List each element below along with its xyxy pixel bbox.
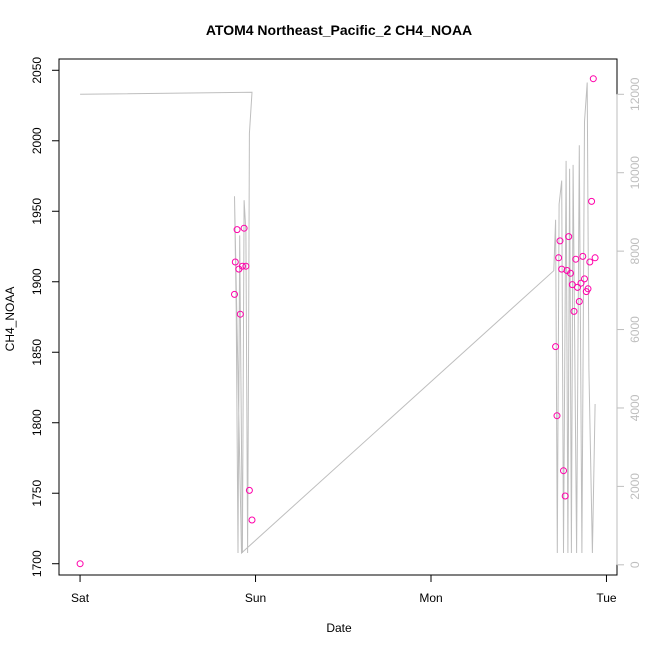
y2-tick-label: 8000 (628, 237, 642, 264)
y-tick-label: 1900 (30, 268, 44, 295)
data-point (555, 254, 563, 262)
data-point (584, 285, 592, 293)
data-point (567, 269, 574, 277)
y-tick-label: 2000 (30, 127, 44, 154)
y-tick-label: 1950 (30, 198, 44, 225)
data-point (572, 255, 580, 263)
data-point (568, 281, 576, 289)
x-tick-label: Sun (245, 591, 266, 605)
data-point (591, 254, 599, 262)
y-axis-label: CH4_NOAA (3, 287, 17, 352)
data-point (570, 307, 578, 315)
data-point (574, 283, 581, 291)
data-point (581, 275, 588, 283)
data-point (579, 252, 587, 260)
x-tick-label: Sat (71, 591, 90, 605)
points-layer (76, 75, 599, 568)
data-point (556, 237, 564, 245)
data-point (233, 226, 241, 234)
data-point (586, 258, 594, 266)
y-tick-label: 1700 (30, 550, 44, 577)
y-tick-label: 1750 (30, 480, 44, 507)
data-point (560, 467, 567, 475)
y2-tick-label: 2000 (628, 473, 642, 500)
data-point (231, 290, 238, 298)
data-point (242, 262, 250, 270)
data-point (561, 492, 569, 500)
data-point (588, 197, 596, 205)
data-point (248, 516, 256, 524)
data-point (552, 343, 560, 351)
data-point (76, 560, 84, 568)
y-tick-label: 2050 (30, 57, 44, 84)
right-axis-line-layer (80, 82, 596, 555)
y2-tick-label: 0 (628, 561, 642, 568)
axes-layer: Sat Sun Mon Tue 1700 1750 1800 1850 1900 1950 2000… (30, 57, 642, 605)
y2-tick-label: 6000 (628, 316, 642, 343)
right-axis-series-line (80, 82, 596, 555)
data-point (236, 310, 244, 318)
data-point (577, 279, 585, 287)
plot-frame (58, 58, 618, 576)
data-point (240, 224, 248, 232)
data-point (231, 258, 239, 266)
data-point (589, 75, 597, 83)
x-tick-label: Tue (596, 591, 617, 605)
data-point (565, 233, 573, 241)
data-point (553, 412, 561, 420)
y-tick-label: 1800 (30, 409, 44, 436)
data-point (575, 298, 583, 305)
data-point (245, 486, 253, 494)
y-tick-label: 1850 (30, 339, 44, 366)
chart-title: ATOM4 Northeast_Pacific_2 CH4_NOAA (206, 22, 472, 38)
x-axis-label: Date (326, 621, 352, 635)
y2-tick-label: 12000 (628, 77, 642, 111)
y2-tick-label: 10000 (628, 156, 642, 190)
y2-tick-label: 4000 (628, 394, 642, 421)
x-tick-label: Mon (419, 591, 442, 605)
data-point (238, 262, 246, 270)
